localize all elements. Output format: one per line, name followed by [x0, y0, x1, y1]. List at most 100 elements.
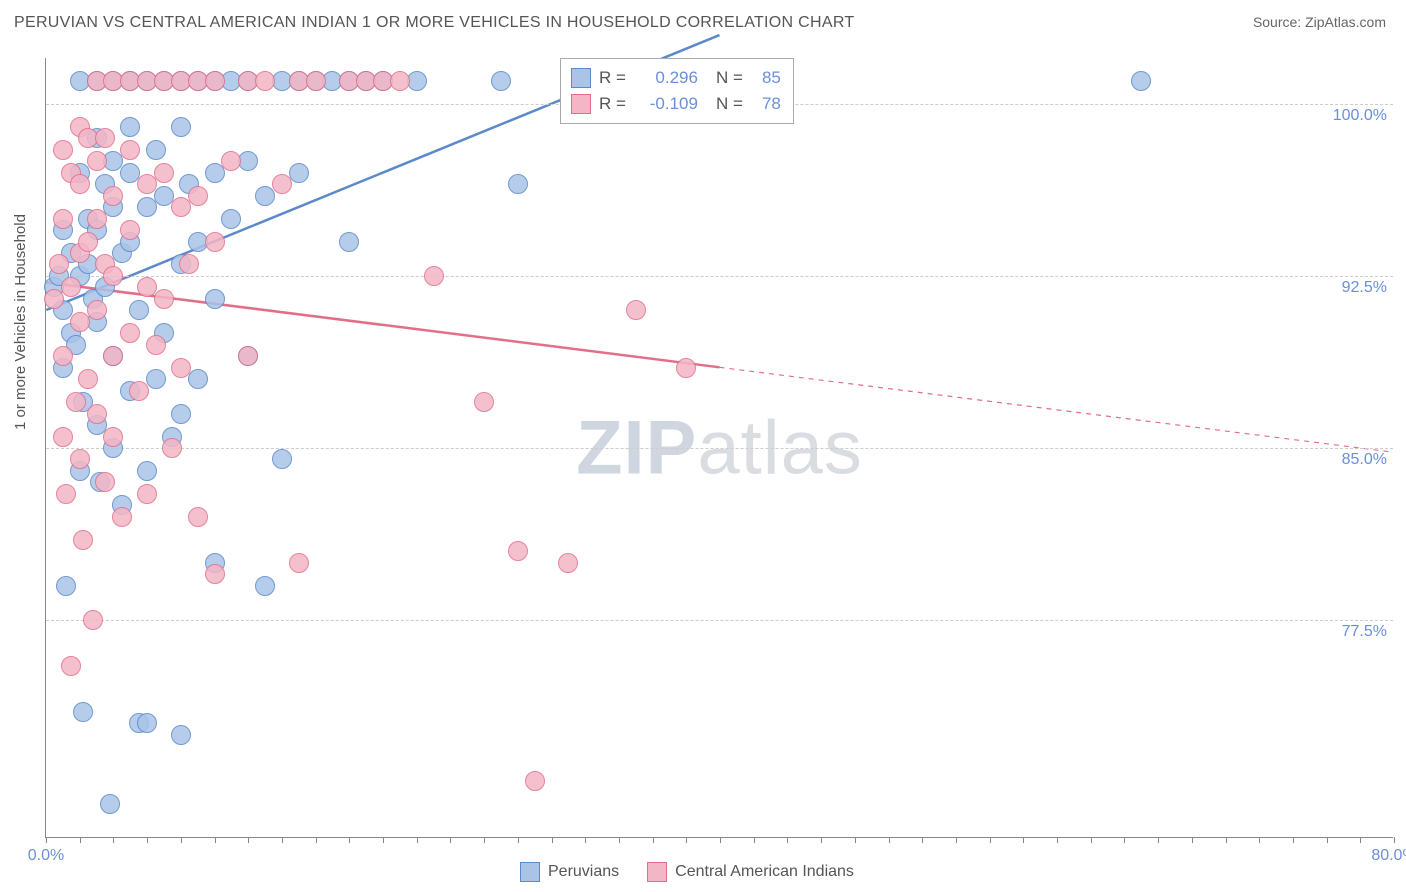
xtick	[1023, 837, 1024, 843]
scatter-point	[154, 163, 174, 183]
scatter-point	[255, 71, 275, 91]
scatter-point	[205, 289, 225, 309]
scatter-point	[78, 369, 98, 389]
scatter-point	[83, 610, 103, 630]
scatter-point	[508, 541, 528, 561]
xtick	[821, 837, 822, 843]
xtick	[889, 837, 890, 843]
ytick-label: 77.5%	[1342, 623, 1387, 641]
r-value: -0.109	[634, 94, 698, 114]
xtick	[552, 837, 553, 843]
legend-item: Peruvians	[520, 862, 619, 882]
xtick	[518, 837, 519, 843]
legend-swatch	[520, 862, 540, 882]
scatter-point	[205, 71, 225, 91]
scatter-point	[120, 323, 140, 343]
scatter-point	[120, 140, 140, 160]
scatter-point	[73, 530, 93, 550]
legend-item: Central American Indians	[647, 862, 854, 882]
scatter-point	[100, 794, 120, 814]
xtick	[754, 837, 755, 843]
xtick	[720, 837, 721, 843]
n-value: 78	[751, 94, 781, 114]
grid-line	[46, 448, 1393, 449]
xtick	[349, 837, 350, 843]
scatter-point	[272, 449, 292, 469]
scatter-point	[66, 392, 86, 412]
ytick-label: 85.0%	[1342, 451, 1387, 469]
scatter-point	[95, 128, 115, 148]
scatter-point	[87, 404, 107, 424]
stats-row: R =-0.109N =78	[571, 91, 781, 117]
xtick	[653, 837, 654, 843]
r-label: R =	[599, 68, 626, 88]
xtick	[1259, 837, 1260, 843]
scatter-point	[171, 404, 191, 424]
n-value: 85	[751, 68, 781, 88]
scatter-point	[188, 186, 208, 206]
xtick	[282, 837, 283, 843]
xtick	[181, 837, 182, 843]
scatter-point	[221, 209, 241, 229]
scatter-point	[179, 254, 199, 274]
series-swatch	[571, 94, 591, 114]
xtick	[855, 837, 856, 843]
xtick	[46, 837, 47, 843]
xtick	[316, 837, 317, 843]
scatter-point	[146, 369, 166, 389]
scatter-point	[103, 346, 123, 366]
scatter-point	[120, 220, 140, 240]
xtick-label: 80.0%	[1371, 847, 1406, 865]
scatter-point	[626, 300, 646, 320]
scatter-point	[424, 266, 444, 286]
scatter-point	[49, 254, 69, 274]
scatter-point	[188, 369, 208, 389]
y-axis-label: 1 or more Vehicles in Household	[12, 214, 29, 430]
scatter-point	[137, 461, 157, 481]
xtick	[1057, 837, 1058, 843]
xtick	[956, 837, 957, 843]
xtick	[113, 837, 114, 843]
n-label: N =	[716, 94, 743, 114]
xtick	[1327, 837, 1328, 843]
xtick	[1394, 837, 1395, 843]
scatter-point	[56, 484, 76, 504]
scatter-point	[390, 71, 410, 91]
scatter-point	[525, 771, 545, 791]
xtick	[1293, 837, 1294, 843]
scatter-point	[53, 427, 73, 447]
xtick	[450, 837, 451, 843]
scatter-point	[162, 438, 182, 458]
scatter-point	[61, 277, 81, 297]
xtick	[686, 837, 687, 843]
xtick	[1091, 837, 1092, 843]
scatter-point	[238, 346, 258, 366]
xtick	[147, 837, 148, 843]
xtick	[1360, 837, 1361, 843]
scatter-point	[289, 163, 309, 183]
xtick	[1226, 837, 1227, 843]
xtick	[1124, 837, 1125, 843]
scatter-point	[129, 381, 149, 401]
ytick-label: 100.0%	[1333, 107, 1387, 125]
r-value: 0.296	[634, 68, 698, 88]
scatter-point	[53, 346, 73, 366]
stats-row: R =0.296N =85	[571, 65, 781, 91]
xtick	[1192, 837, 1193, 843]
scatter-point	[221, 151, 241, 171]
scatter-point	[146, 335, 166, 355]
xtick	[383, 837, 384, 843]
scatter-point	[508, 174, 528, 194]
scatter-point	[558, 553, 578, 573]
scatter-point	[56, 576, 76, 596]
xtick	[990, 837, 991, 843]
scatter-point	[53, 140, 73, 160]
scatter-point	[87, 151, 107, 171]
regression-line-dashed	[720, 367, 1393, 452]
scatter-point	[61, 656, 81, 676]
legend-label: Peruvians	[548, 863, 619, 881]
scatter-point	[474, 392, 494, 412]
scatter-point	[676, 358, 696, 378]
scatter-point	[146, 140, 166, 160]
xtick	[215, 837, 216, 843]
